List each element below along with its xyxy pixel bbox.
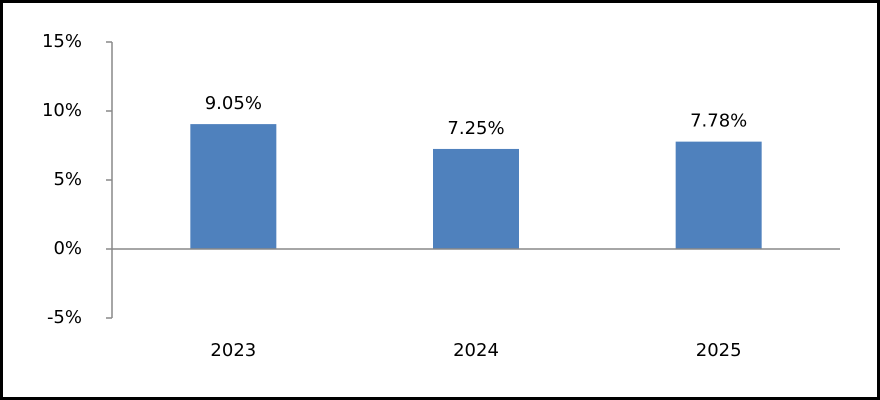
x-tick-label: 2025 — [696, 340, 742, 361]
y-tick-label: -5% — [47, 307, 82, 328]
x-tick-label: 2023 — [210, 340, 256, 361]
y-tick-label: 0% — [53, 238, 82, 259]
bar — [190, 124, 277, 249]
y-tick-label: 10% — [42, 100, 82, 121]
bar — [433, 148, 519, 249]
bar — [675, 141, 762, 249]
value-label: 7.25% — [447, 118, 504, 139]
y-tick-label: 15% — [42, 31, 82, 52]
y-tick-label: 5% — [53, 169, 82, 190]
value-label: 9.05% — [205, 93, 262, 114]
x-tick-label: 2024 — [453, 340, 499, 361]
value-label: 7.78% — [690, 111, 747, 132]
